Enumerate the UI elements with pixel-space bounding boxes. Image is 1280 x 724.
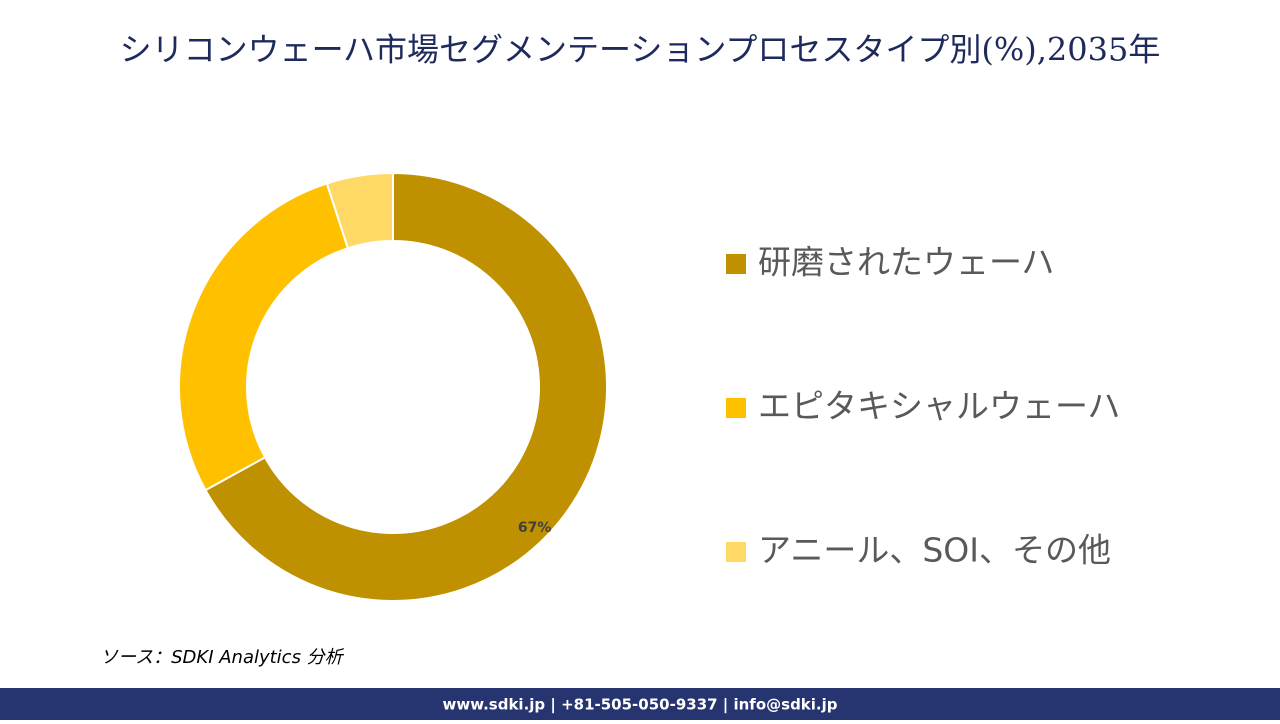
footer-bar <box>0 688 1280 720</box>
data-label: 67% <box>518 520 552 536</box>
legend-swatch <box>726 398 746 418</box>
source-note: ソース：SDKI Analytics 分析 <box>100 647 345 668</box>
legend-label: アニール、SOI、その他 <box>758 531 1111 570</box>
legend-label: エピタキシャルウェーハ <box>758 387 1120 426</box>
legend-swatch <box>726 254 746 274</box>
legend-swatch <box>726 542 746 562</box>
legend-label: 研磨されたウェーハ <box>758 243 1054 282</box>
donut-slice <box>204 171 608 602</box>
footer-text: www.sdki.jp | +81-505-050-9337 | info@sd… <box>442 696 837 715</box>
chart-title: シリコンウェーハ市場セグメンテーションプロセスタイプ別(%),2035年 <box>120 31 1161 69</box>
donut-slice <box>178 182 350 492</box>
donut-slice <box>325 171 394 250</box>
